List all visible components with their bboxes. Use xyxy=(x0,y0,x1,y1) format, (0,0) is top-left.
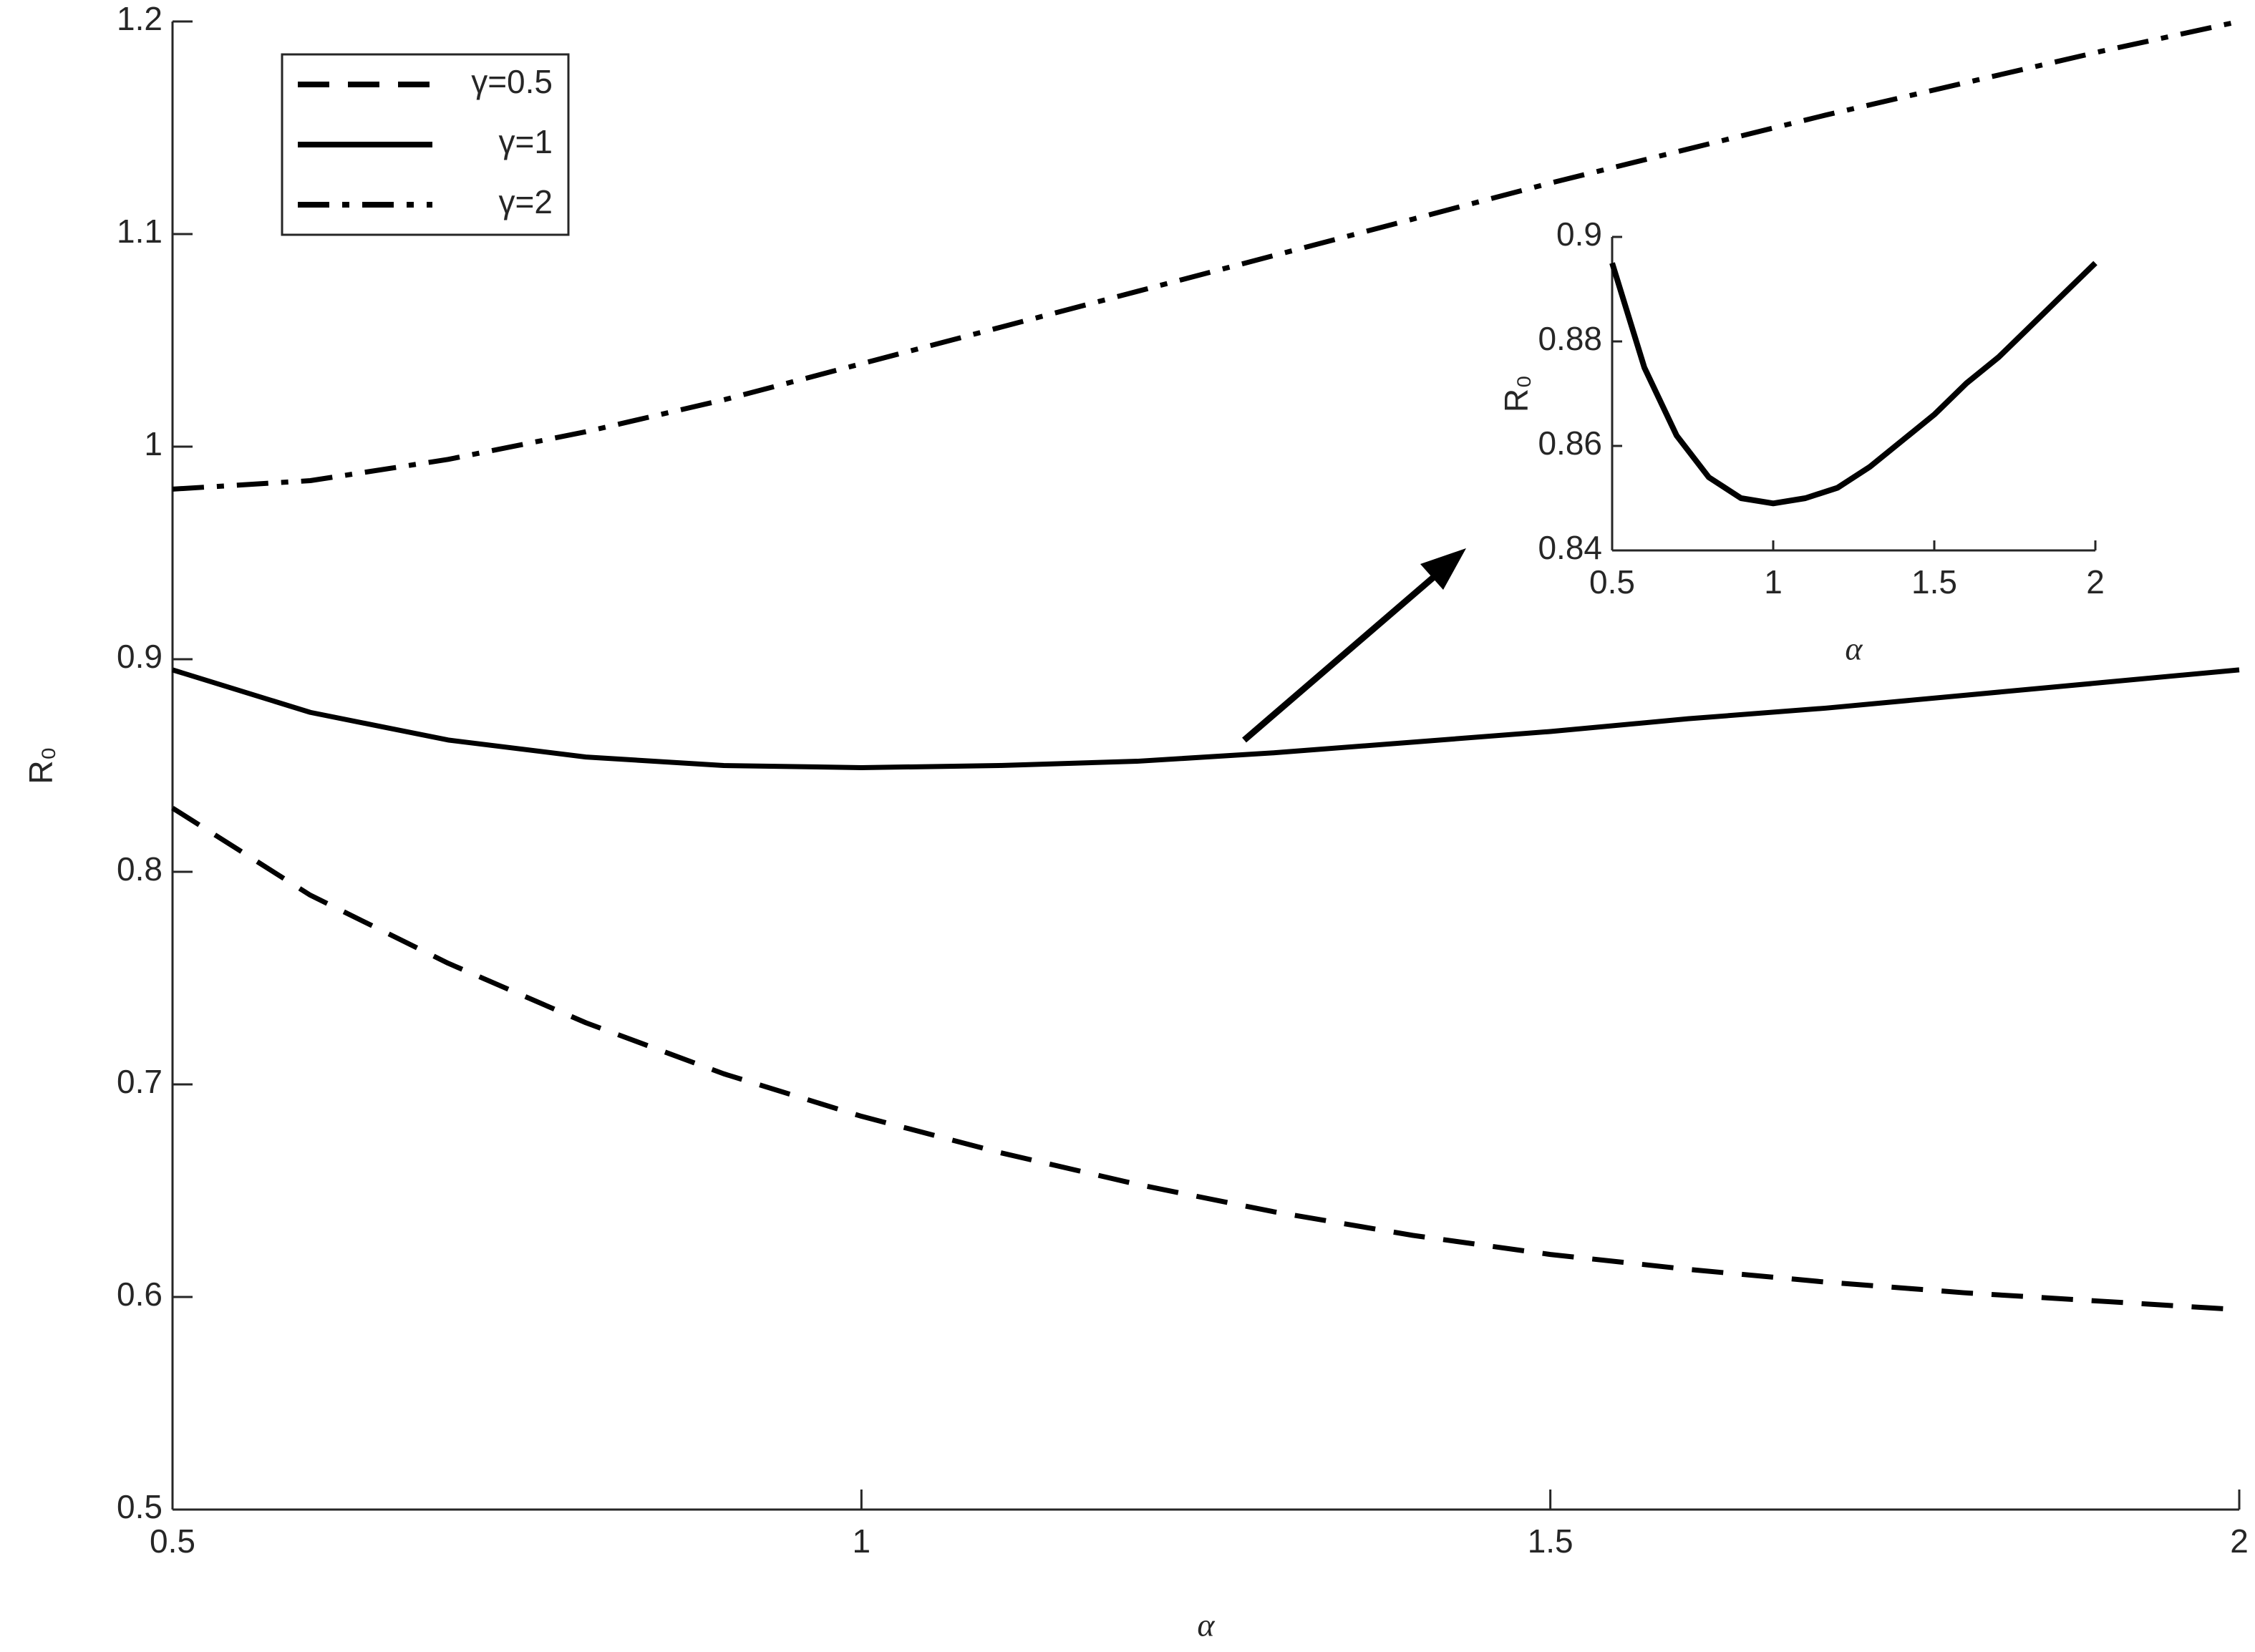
x-tick-label: 1 xyxy=(1764,563,1783,601)
y-tick-label: 1.2 xyxy=(117,0,163,37)
x-tick-label: 2 xyxy=(2086,563,2105,601)
inset-chart: 0.5 1 1.5 2 0.84 0.86 0.88 0.9 α R₀ xyxy=(1498,215,2105,666)
y-tick-label: 0.6 xyxy=(117,1276,163,1313)
legend-label: γ=2 xyxy=(499,183,553,220)
y-tick-label: 1.1 xyxy=(117,213,163,250)
legend-label: γ=1 xyxy=(499,123,553,160)
x-tick-label: 0.5 xyxy=(1589,563,1635,601)
inset-background xyxy=(1612,237,2095,550)
y-tick-label: 0.9 xyxy=(1556,215,1602,253)
y-tick-label: 0.8 xyxy=(117,850,163,888)
y-axis-label: R₀ xyxy=(22,747,59,784)
arrow-shaft xyxy=(1242,570,1441,743)
y-tick-label: 0.5 xyxy=(117,1488,163,1525)
x-axis-label: α xyxy=(1197,1607,1215,1643)
y-tick-label: 0.88 xyxy=(1538,320,1602,357)
main-chart: 0.5 1 1.5 20.50.60.70.80.911.11.2αR₀γ=0.5γ=… xyxy=(22,0,2249,1643)
y-tick-label: 0.86 xyxy=(1538,424,1602,462)
legend: γ=0.5 γ=1 γ=2 xyxy=(281,53,570,236)
arrow xyxy=(1242,548,1466,743)
x-tick-label: 2 xyxy=(2230,1522,2249,1560)
x-tick-label: 1 xyxy=(853,1522,871,1560)
x-tick-label: 1.5 xyxy=(1528,1522,1573,1560)
arrow-head xyxy=(1420,548,1466,590)
x-tick-label: 1.5 xyxy=(1911,563,1957,601)
y-axis-label: R₀ xyxy=(1498,375,1535,412)
line-series xyxy=(1609,261,2098,507)
legend-label: γ=0.5 xyxy=(471,63,553,100)
y-tick-label: 0.9 xyxy=(117,638,163,675)
y-tick-label: 1 xyxy=(144,425,163,462)
x-axis-label: α xyxy=(1845,631,1863,667)
line-series xyxy=(171,667,2240,770)
line-series xyxy=(172,19,2240,492)
y-tick-label: 0.84 xyxy=(1538,529,1602,566)
x-tick-label: 0.5 xyxy=(150,1522,195,1560)
y-tick-label: 0.7 xyxy=(117,1063,163,1100)
line-series xyxy=(171,805,2240,1313)
